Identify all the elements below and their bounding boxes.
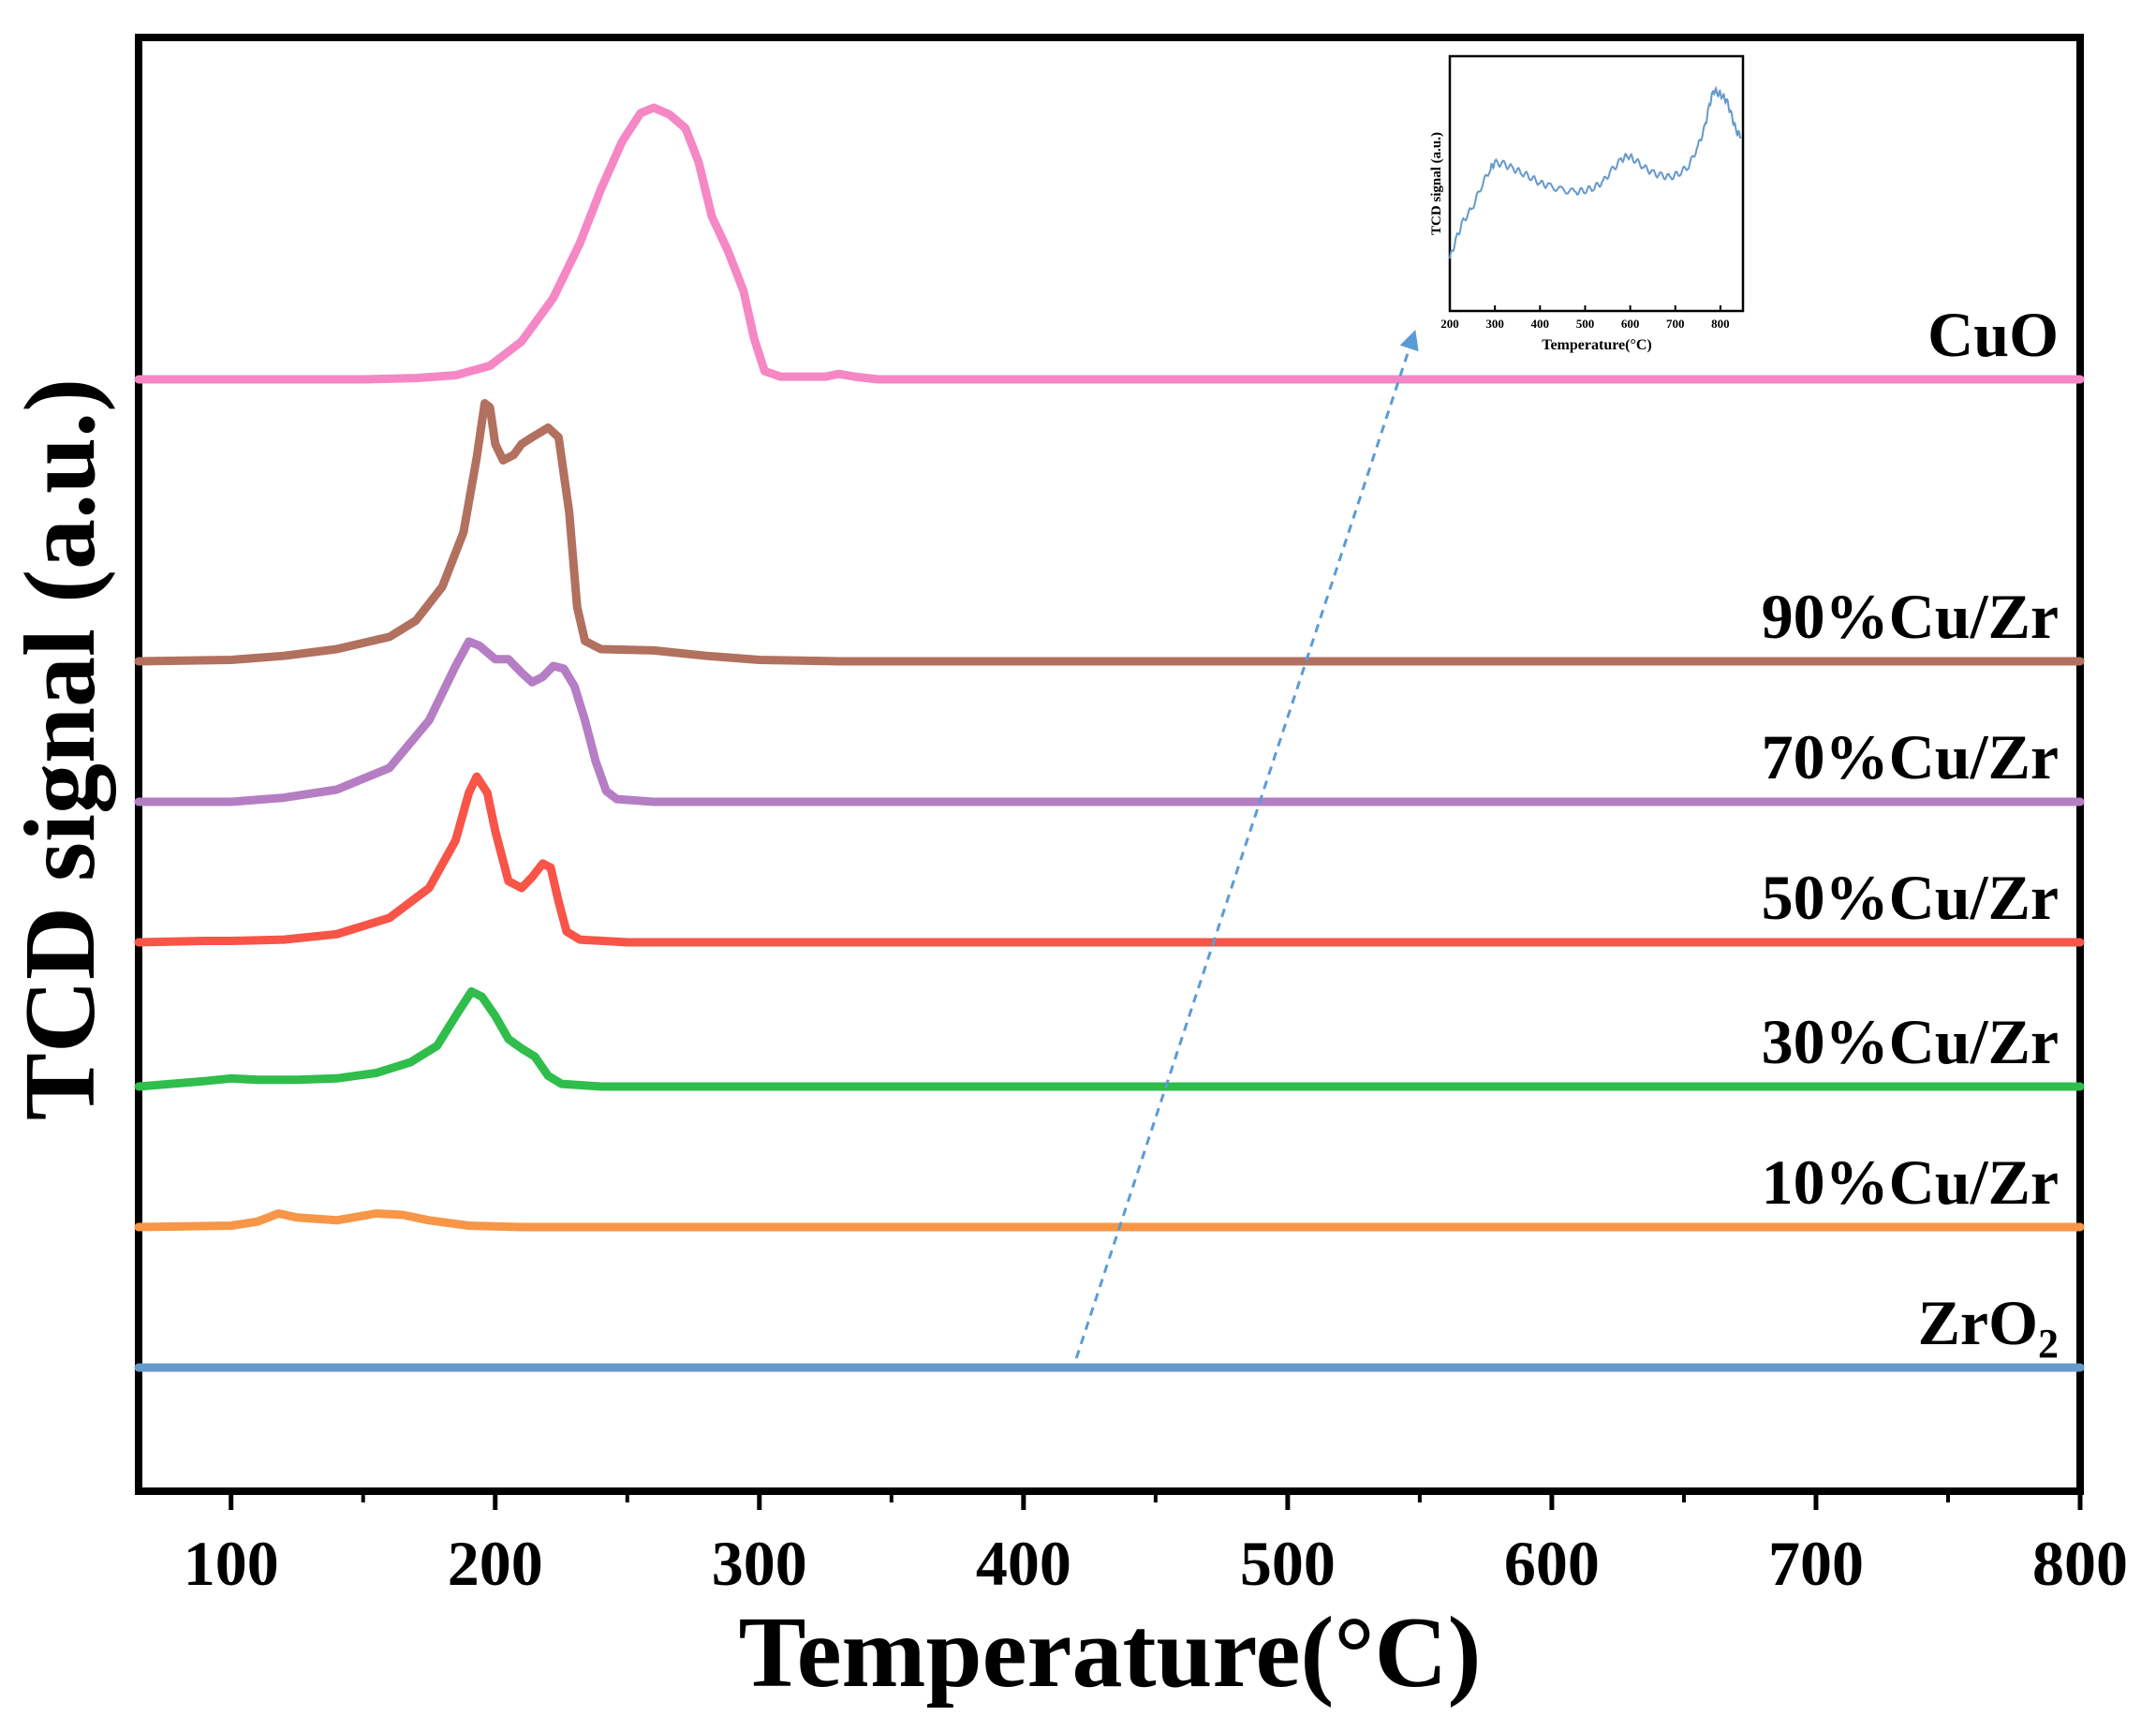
series-label: CuO [1927, 299, 2059, 370]
series-line-30cuzr [134, 987, 2085, 1091]
series-line-50cuzr [134, 772, 2085, 947]
series-label: 90%Cu/Zr [1762, 581, 2059, 652]
x-tick-label: 100 [184, 1528, 279, 1599]
series-lines [134, 103, 2085, 1372]
inset-x-tick-label: 700 [1666, 317, 1685, 331]
inset-x-tick-label: 400 [1531, 317, 1550, 331]
series-line-10cuzr [134, 1209, 2085, 1232]
series-line-70cuzr [134, 637, 2085, 806]
x-axis-ticks [229, 1491, 2083, 1510]
x-tick-label: 200 [448, 1528, 543, 1599]
x-tick-label: 300 [712, 1528, 807, 1599]
series-label: ZrO2 [1918, 1287, 2059, 1367]
x-tick-label: 700 [1768, 1528, 1864, 1599]
x-axis-title: Temperature(°C) [738, 1597, 1481, 1709]
inset-x-tick-label: 500 [1576, 317, 1595, 331]
series-label: 50%Cu/Zr [1762, 862, 2059, 933]
series-label: 70%Cu/Zr [1762, 721, 2059, 792]
inset-x-tick-labels: 200 300 400 500 600 700 800 [1440, 317, 1729, 331]
inset-x-tick-label: 600 [1621, 317, 1640, 331]
x-tick-label: 800 [2032, 1528, 2128, 1599]
series-label: 10%Cu/Zr [1762, 1147, 2059, 1218]
x-tick-label: 600 [1504, 1528, 1600, 1599]
x-axis-tick-labels: 100 200 300 400 500 600 700 800 [184, 1528, 2128, 1599]
inset-y-axis-title: TCD signal (a.u.) [1429, 132, 1444, 235]
inset-x-tick-label: 300 [1485, 317, 1504, 331]
series-labels: ZrO2 10%Cu/Zr 30%Cu/Zr 50%Cu/Zr 70%Cu/Zr 90%C… [1762, 299, 2059, 1367]
series-line-cuo [134, 103, 2085, 384]
inset-zro2-line [1449, 85, 1742, 259]
series-line-90cuzr [134, 399, 2085, 666]
x-tick-label: 400 [976, 1528, 1071, 1599]
inset-x-ticks [1449, 305, 1721, 311]
inset-x-tick-label: 800 [1711, 317, 1730, 331]
series-label: 30%Cu/Zr [1762, 1006, 2059, 1077]
inset-pointer-arrow [1074, 330, 1419, 1359]
inset-chart: 200 300 400 500 600 700 800 Temperature(°C) TC… [1429, 54, 1745, 353]
inset-x-tick-label: 200 [1440, 317, 1459, 331]
x-tick-label: 500 [1240, 1528, 1336, 1599]
y-axis-title: TCD signal (a.u.) [5, 378, 116, 1120]
plot-frame [135, 34, 2084, 1495]
inset-x-axis-title: Temperature(°C) [1542, 337, 1651, 353]
